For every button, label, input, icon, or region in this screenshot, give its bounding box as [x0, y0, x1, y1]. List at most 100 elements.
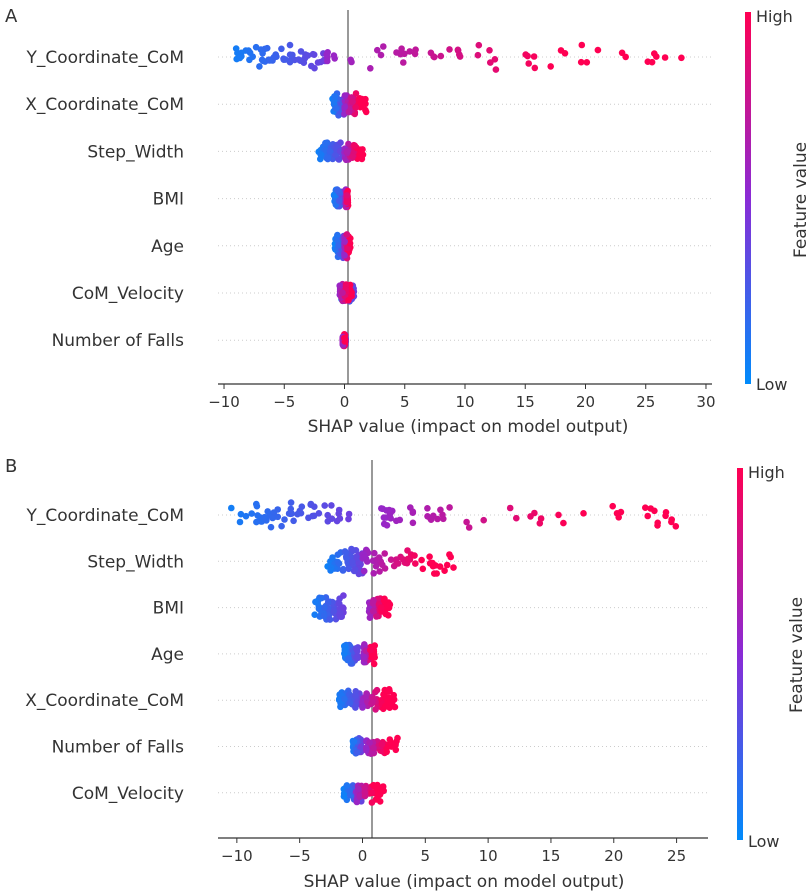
shap-dot: [454, 46, 462, 54]
shap-dot: [487, 59, 494, 66]
shap-dot: [343, 148, 351, 155]
shap-dot: [359, 704, 366, 711]
shap-dot: [349, 558, 356, 565]
shap-dot: [368, 789, 376, 797]
x-tick-label: 20: [604, 847, 623, 865]
shap-dot: [337, 613, 344, 620]
shap-dot: [349, 98, 356, 105]
feature-label: Age: [151, 645, 184, 665]
shap-dot: [290, 517, 297, 525]
shap-dot: [368, 799, 376, 806]
shap-dot: [450, 564, 457, 571]
shap-dot: [236, 518, 244, 526]
shap-dot: [256, 63, 263, 70]
shap-dot: [409, 519, 417, 527]
feature-label: Age: [151, 237, 184, 257]
panel-a-label: A: [5, 6, 18, 27]
shap-dot: [411, 552, 418, 559]
shap-dot: [281, 516, 288, 523]
feature-label: X_Coordinate_CoM: [25, 95, 184, 115]
shap-dot: [475, 41, 483, 49]
shap-dot: [295, 56, 302, 63]
shap-dot: [613, 510, 621, 517]
shap-dot: [286, 41, 294, 49]
shap-dot: [352, 90, 360, 97]
shap-dot: [341, 334, 348, 342]
shap-dot: [431, 53, 438, 61]
shap-dot: [372, 562, 380, 570]
shap-dot: [340, 592, 347, 599]
shap-dot: [580, 510, 587, 517]
shap-dot: [379, 561, 386, 569]
shap-dot: [411, 50, 419, 58]
shap-dot: [367, 65, 374, 72]
shap-dot: [404, 547, 411, 554]
shap-dot: [335, 560, 343, 567]
shap-dot: [326, 148, 334, 155]
shap-dot: [350, 738, 358, 745]
x-tick-label: 10: [455, 393, 474, 411]
shap-dot: [326, 616, 334, 623]
shap-dot: [418, 556, 425, 564]
panel-b-colorbar-title: Feature value: [787, 597, 807, 713]
shap-dot: [355, 785, 362, 793]
x-tick-label: 20: [576, 393, 595, 411]
panel-a-colorbar-low-label: Low: [756, 375, 788, 394]
shap-dot: [334, 551, 342, 558]
shap-dot: [228, 504, 235, 512]
shap-dot: [377, 51, 385, 59]
shap-dot: [328, 502, 335, 509]
feature-label: Step_Width: [87, 552, 184, 572]
shap-dot: [522, 51, 529, 58]
shap-dot: [382, 693, 389, 701]
shap-dot: [392, 746, 400, 754]
shap-dot: [375, 554, 383, 561]
shap-dot: [253, 502, 261, 510]
shap-dot: [594, 46, 602, 54]
shap-dot: [439, 511, 446, 519]
panel-a: A Y_Coordinate_CoM X_Coordinate_CoM Step_W…: [5, 6, 810, 437]
shap-dot: [334, 237, 341, 244]
shap-dot: [363, 747, 370, 754]
feature-label: Number of Falls: [52, 738, 185, 758]
shap-dot: [286, 51, 294, 58]
shap-dot: [274, 506, 282, 513]
shap-dot: [330, 607, 338, 615]
shap-dot: [378, 741, 386, 748]
shap-dot: [342, 549, 350, 556]
shap-dot: [236, 54, 244, 62]
shap-dot: [560, 519, 567, 527]
shap-dot: [387, 556, 395, 563]
shap-dot: [426, 553, 433, 560]
shap-dot: [486, 47, 493, 54]
panel-a-colorbar-high-label: High: [756, 7, 793, 26]
shap-dot: [561, 50, 569, 57]
feature-label: Step_Width: [87, 142, 184, 162]
shap-dot: [412, 560, 419, 567]
x-tick-label: −5: [289, 847, 311, 865]
shap-dot: [388, 699, 396, 706]
shap-dot: [323, 51, 331, 58]
shap-dot: [431, 570, 438, 577]
shap-dot: [390, 691, 398, 699]
shap-dot: [362, 693, 369, 700]
shap-dot: [246, 56, 253, 64]
shap-dot: [341, 646, 349, 654]
shap-dot: [356, 793, 364, 801]
x-tick-label: 5: [421, 847, 431, 865]
shap-dot: [341, 103, 348, 111]
shap-dot: [340, 565, 347, 573]
shap-dot: [280, 56, 288, 63]
shap-dot: [383, 522, 391, 529]
shap-dot: [531, 64, 539, 72]
shap-dot: [406, 48, 414, 55]
shap-dot: [404, 555, 412, 563]
shap-dot: [480, 516, 488, 524]
shap-dot: [441, 567, 448, 574]
panel-a-rows: Y_Coordinate_CoM X_Coordinate_CoM Step_Wid…: [25, 48, 712, 351]
shap-dot: [341, 92, 349, 99]
shap-dot: [373, 686, 381, 694]
shap-dot: [369, 699, 376, 706]
shap-dot: [419, 565, 427, 573]
x-tick-label: 5: [400, 393, 410, 411]
